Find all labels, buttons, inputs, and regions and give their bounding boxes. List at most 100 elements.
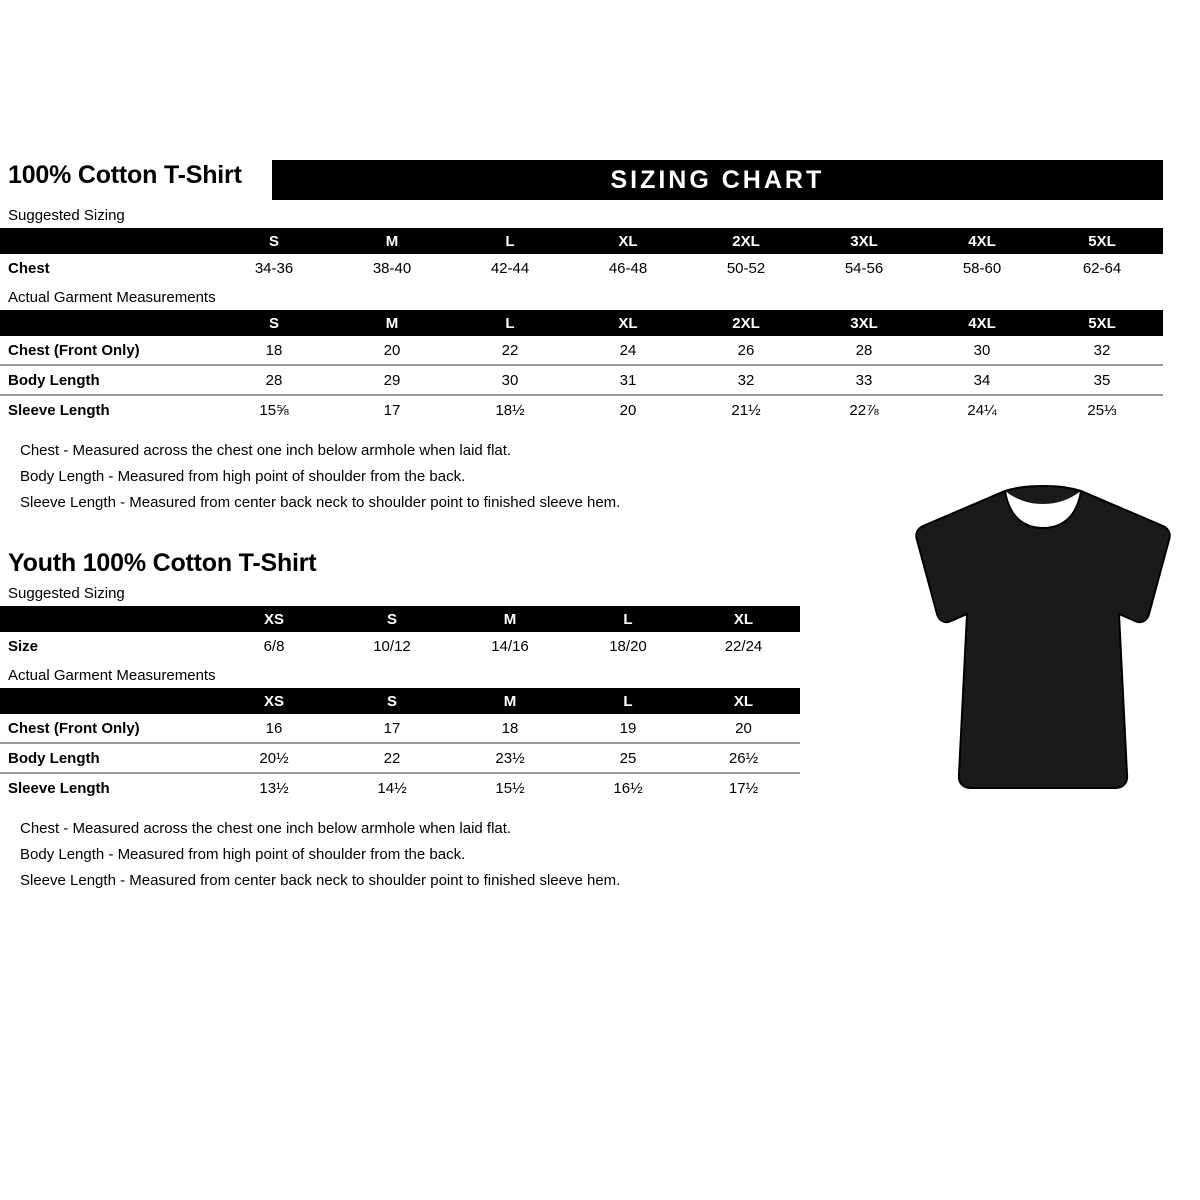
adult-suggested-sizing-table: S M L XL 2XL 3XL 4XL 5XL Chest 34-36 38-… (0, 228, 1163, 282)
cell-chestfront-xs: 16 (215, 714, 333, 744)
cell-bodylength-5xl: 35 (1041, 365, 1163, 396)
row-label-body-length: Body Length (0, 743, 215, 774)
column-header-l: L (623, 610, 633, 628)
cell-chestfront-xl: 24 (569, 336, 687, 366)
cell-bodylength-m: 23½ (451, 743, 569, 774)
row-label-chest: Chest (8, 259, 50, 277)
table-row: Chest (Front Only) 16 17 18 19 20 (0, 714, 800, 744)
adult-measurement-notes: Chest - Measured across the chest one in… (0, 438, 1163, 516)
adult-title-row: 100% Cotton T-Shirt SIZING CHART (0, 160, 1163, 200)
cell-size-xl: 22/24 (724, 637, 763, 655)
cell-sleevelength-4xl: 24¼ (967, 401, 997, 419)
cell-sleevelength-m: 17 (383, 401, 401, 419)
cell-sleevelength-xl: 20 (619, 401, 637, 419)
cell-chestfront-4xl: 30 (923, 336, 1041, 366)
cell-sleevelength-xs: 13½ (259, 779, 289, 797)
table-row: Chest 34-36 38-40 42-44 46-48 50-52 54-5… (0, 254, 1163, 282)
sizing-chart-banner-text: SIZING CHART (610, 165, 825, 194)
table-row: Size 6/8 10/12 14/16 18/20 22/24 (0, 632, 800, 660)
table-row: Sleeve Length 15⅝ 17 18½ 20 21½ 22⅞ 24¼ … (0, 395, 1163, 424)
table-header-row: XS S M L XL (0, 688, 800, 714)
youth-product-title: Youth 100% Cotton T-Shirt (8, 549, 317, 577)
cell-size-l: 18/20 (609, 637, 647, 655)
table-row: Body Length 28 29 30 31 32 33 34 35 (0, 365, 1163, 396)
adult-sizing-section: 100% Cotton T-Shirt SIZING CHART Suggest… (0, 160, 1163, 516)
cell-chest-5xl: 62-64 (1082, 259, 1122, 277)
cell-bodylength-l: 25 (569, 743, 687, 774)
column-header-s: S (268, 232, 279, 250)
adult-suggested-sizing-label: Suggested Sizing (8, 207, 125, 224)
cell-sleevelength-xl: 17½ (728, 779, 759, 797)
cell-bodylength-4xl: 34 (923, 365, 1041, 396)
cell-bodylength-s: 28 (215, 365, 333, 396)
column-header-xl: XL (618, 314, 638, 332)
column-header-xl: XL (618, 232, 638, 250)
youth-suggested-sizing-table: XS S M L XL Size 6/8 10/12 14/16 18/20 2… (0, 606, 800, 660)
cell-sleevelength-l: 16½ (613, 779, 643, 797)
column-header-3xl: 3XL (850, 232, 878, 250)
note-body-length: Body Length - Measured from high point o… (20, 468, 466, 485)
column-header-xl: XL (733, 692, 754, 710)
column-header-4xl: 4XL (968, 232, 996, 250)
column-header-s: S (386, 692, 397, 710)
cell-sleevelength-5xl: 25⅓ (1087, 401, 1117, 419)
cell-sleevelength-m: 15½ (495, 779, 525, 797)
table-header-row: S M L XL 2XL 3XL 4XL 5XL (0, 228, 1163, 254)
cell-sleevelength-s: 15⅝ (259, 401, 289, 419)
note-sleeve-length: Sleeve Length - Measured from center bac… (20, 494, 621, 511)
cell-chest-4xl: 58-60 (962, 259, 1002, 277)
cell-bodylength-s: 22 (333, 743, 451, 774)
cell-chest-m: 38-40 (372, 259, 412, 277)
cell-sleevelength-l: 18½ (495, 401, 525, 419)
cell-chestfront-l: 19 (569, 714, 687, 744)
cell-sleevelength-3xl: 22⅞ (849, 401, 879, 419)
adult-actual-measurements-table: S M L XL 2XL 3XL 4XL 5XL Chest (Front On… (0, 310, 1163, 424)
note-chest: Chest - Measured across the chest one in… (20, 820, 512, 837)
youth-sizing-section: Youth 100% Cotton T-Shirt Suggested Sizi… (0, 548, 800, 894)
sizing-chart-banner: SIZING CHART (271, 160, 1163, 200)
column-header-m: M (503, 610, 517, 628)
cell-sleevelength-s: 14½ (377, 779, 407, 797)
youth-suggested-sizing-label: Suggested Sizing (8, 585, 125, 602)
row-label-chest-front-only: Chest (Front Only) (0, 714, 215, 744)
column-header-4xl: 4XL (968, 314, 996, 332)
cell-bodylength-l: 30 (451, 365, 569, 396)
cell-chest-l: 42-44 (490, 259, 530, 277)
cell-size-xs: 6/8 (263, 637, 285, 655)
table-header-row: S M L XL 2XL 3XL 4XL 5XL (0, 310, 1163, 336)
column-header-2xl: 2XL (732, 314, 760, 332)
note-chest: Chest - Measured across the chest one in… (20, 442, 512, 459)
product-image-black-t-shirt (893, 474, 1193, 804)
cell-chestfront-xl: 20 (687, 714, 800, 744)
column-header-xs: XS (263, 692, 284, 710)
column-header-blank (0, 606, 215, 632)
cell-chestfront-2xl: 26 (687, 336, 805, 366)
column-header-m: M (385, 232, 399, 250)
column-header-5xl: 5XL (1088, 232, 1116, 250)
cell-bodylength-2xl: 32 (687, 365, 805, 396)
cell-chestfront-m: 20 (333, 336, 451, 366)
youth-actual-measurements-label: Actual Garment Measurements (8, 667, 216, 684)
note-sleeve-length: Sleeve Length - Measured from center bac… (20, 872, 621, 889)
column-header-l: L (623, 692, 633, 710)
column-header-blank (0, 228, 215, 254)
column-header-s: S (386, 610, 397, 628)
cell-chest-3xl: 54-56 (844, 259, 884, 277)
column-header-s: S (268, 314, 279, 332)
adult-product-title: 100% Cotton T-Shirt (8, 161, 242, 189)
cell-bodylength-m: 29 (333, 365, 451, 396)
cell-chestfront-s: 17 (333, 714, 451, 744)
row-label-chest-front-only: Chest (Front Only) (0, 336, 215, 366)
cell-size-m: 14/16 (491, 637, 529, 655)
youth-measurement-notes: Chest - Measured across the chest one in… (0, 816, 800, 894)
column-header-m: M (385, 314, 399, 332)
cell-chestfront-3xl: 28 (805, 336, 923, 366)
table-row: Chest (Front Only) 18 20 22 24 26 28 30 … (0, 336, 1163, 366)
row-label-size: Size (8, 637, 39, 655)
column-header-blank (0, 310, 215, 336)
cell-chestfront-5xl: 32 (1041, 336, 1163, 366)
row-label-sleeve-length: Sleeve Length (8, 779, 110, 797)
cell-chest-2xl: 50-52 (726, 259, 766, 277)
column-header-xl: XL (733, 610, 754, 628)
column-header-blank (0, 688, 215, 714)
